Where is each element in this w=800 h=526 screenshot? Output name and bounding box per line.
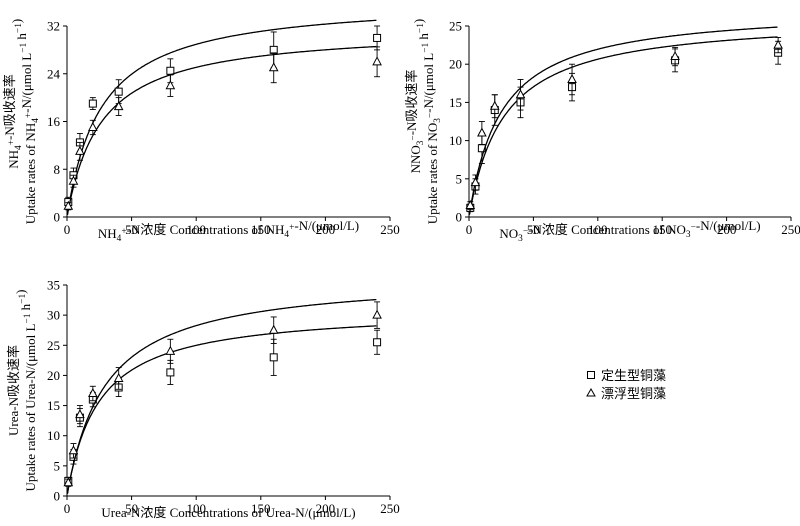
fit-curve bbox=[66, 325, 377, 494]
x-tick-label: 0 bbox=[64, 222, 71, 237]
data-point-triangle bbox=[515, 89, 526, 99]
data-point-triangle bbox=[63, 477, 74, 487]
x-axis-label: NO3−-N浓度 Concentrations of NO3−-N/(μmol/… bbox=[499, 218, 760, 244]
series-square bbox=[64, 325, 382, 494]
data-point-square bbox=[269, 353, 278, 362]
x-tick-label: 50 bbox=[125, 222, 138, 237]
chart-panel-1: 0 8 16 24 32 0 50 100 150 200 250 NH4+-N浓度 Concentr… bbox=[2, 19, 400, 245]
data-point-triangle bbox=[68, 445, 79, 455]
data-point-square bbox=[166, 368, 175, 377]
x-tick-label: 250 bbox=[380, 222, 400, 237]
x-tick-label: 200 bbox=[316, 222, 336, 237]
y-axis-label-line-2: Uptake rates of Urea-N/(μmol L−1 h−1) bbox=[13, 290, 38, 492]
y-tick-label: 8 bbox=[54, 162, 61, 177]
data-point-triangle bbox=[372, 56, 382, 66]
x-tick-label: 150 bbox=[251, 222, 271, 237]
data-point-triangle bbox=[489, 100, 500, 110]
series-triangle bbox=[63, 298, 382, 494]
data-point-triangle bbox=[670, 50, 680, 61]
data-point-square bbox=[88, 99, 97, 108]
x-axis-label: NH4+-N浓度 Concentrations of NH4+-N/(μmol/… bbox=[98, 218, 359, 244]
data-point-triangle bbox=[268, 62, 279, 72]
data-point-triangle bbox=[268, 324, 279, 334]
y-tick-label: 35 bbox=[47, 278, 60, 293]
data-point-square bbox=[373, 338, 382, 347]
y-tick-label: 24 bbox=[47, 66, 61, 81]
x-tick-label: 250 bbox=[380, 501, 400, 516]
x-tick-label: 100 bbox=[186, 222, 206, 237]
x-tick-label: 200 bbox=[316, 501, 336, 516]
fit-curve bbox=[468, 26, 778, 215]
data-point-triangle bbox=[165, 80, 176, 90]
y-tick-label: 32 bbox=[47, 19, 60, 34]
x-tick-label: 150 bbox=[652, 222, 672, 237]
y-tick-label: 0 bbox=[54, 210, 61, 225]
data-point-triangle bbox=[88, 121, 98, 131]
y-axis-label-line-1: NNO3−-N吸收速率 bbox=[404, 70, 426, 174]
y-axis-label-line-1: Urea-N吸收速率 bbox=[6, 345, 21, 436]
fit-curve bbox=[468, 36, 778, 215]
y-tick-label: 5 bbox=[54, 458, 61, 473]
x-tick-label: 250 bbox=[781, 222, 800, 237]
data-point-triangle bbox=[113, 372, 124, 382]
y-tick-label: 25 bbox=[449, 19, 462, 34]
x-tick-label: 100 bbox=[588, 222, 608, 237]
y-tick-label: 5 bbox=[456, 171, 463, 186]
data-point-triangle bbox=[68, 175, 79, 185]
y-tick-label: 0 bbox=[54, 489, 61, 504]
y-axis-label-line-1: NH4+-N吸收速率 bbox=[2, 74, 24, 168]
data-point-triangle bbox=[88, 387, 98, 398]
data-point-triangle bbox=[465, 199, 476, 210]
chart-panel-3: 0 5 10 15 20 25 30 35 0 50 100 150 200 250 Urea-N浓度 Co… bbox=[6, 278, 400, 521]
data-point-triangle bbox=[477, 127, 487, 137]
x-tick-label: 0 bbox=[466, 222, 473, 237]
data-point-square bbox=[373, 33, 382, 42]
y-tick-label: 25 bbox=[47, 338, 60, 353]
data-point-triangle bbox=[470, 177, 481, 187]
data-point-triangle bbox=[113, 101, 124, 111]
y-tick-label: 15 bbox=[449, 95, 462, 110]
series-triangle bbox=[63, 45, 382, 216]
series-triangle bbox=[465, 26, 783, 215]
y-tick-label: 20 bbox=[47, 368, 60, 383]
x-tick-label: 150 bbox=[251, 501, 271, 516]
fit-curve bbox=[66, 45, 377, 216]
x-tick-label: 0 bbox=[64, 501, 71, 516]
data-point-square bbox=[166, 66, 175, 75]
x-tick-label: 50 bbox=[125, 501, 138, 516]
y-tick-label: 10 bbox=[449, 133, 462, 148]
data-point-triangle bbox=[372, 309, 382, 319]
data-point-triangle bbox=[567, 73, 577, 83]
data-point-triangle bbox=[75, 145, 85, 155]
y-tick-label: 16 bbox=[47, 114, 61, 129]
x-tick-label: 200 bbox=[717, 222, 737, 237]
data-point-triangle bbox=[165, 345, 176, 355]
y-tick-label: 30 bbox=[47, 308, 60, 323]
y-tick-label: 20 bbox=[449, 57, 462, 72]
x-tick-label: 100 bbox=[186, 501, 206, 516]
data-point-triangle bbox=[75, 409, 85, 419]
y-axis-label-line-2: Uptake rates of NO3−-N/(μmol L−1 h−1) bbox=[411, 19, 443, 224]
x-tick-label: 50 bbox=[527, 222, 540, 237]
y-tick-label: 15 bbox=[47, 398, 60, 413]
x-axis-label: Urea-N浓度 Concentrations of Urea-N/(μmol/… bbox=[101, 505, 355, 520]
series-square bbox=[466, 36, 783, 215]
data-point-triangle bbox=[63, 200, 74, 210]
y-tick-label: 10 bbox=[47, 428, 60, 443]
y-tick-label: 0 bbox=[456, 210, 463, 225]
data-point-square bbox=[114, 87, 123, 96]
data-point-triangle bbox=[773, 39, 783, 49]
data-point-square bbox=[269, 45, 278, 54]
y-axis-label-line-2: Uptake rates of NH4+-N/(μmol L−1 h−1) bbox=[9, 19, 41, 224]
